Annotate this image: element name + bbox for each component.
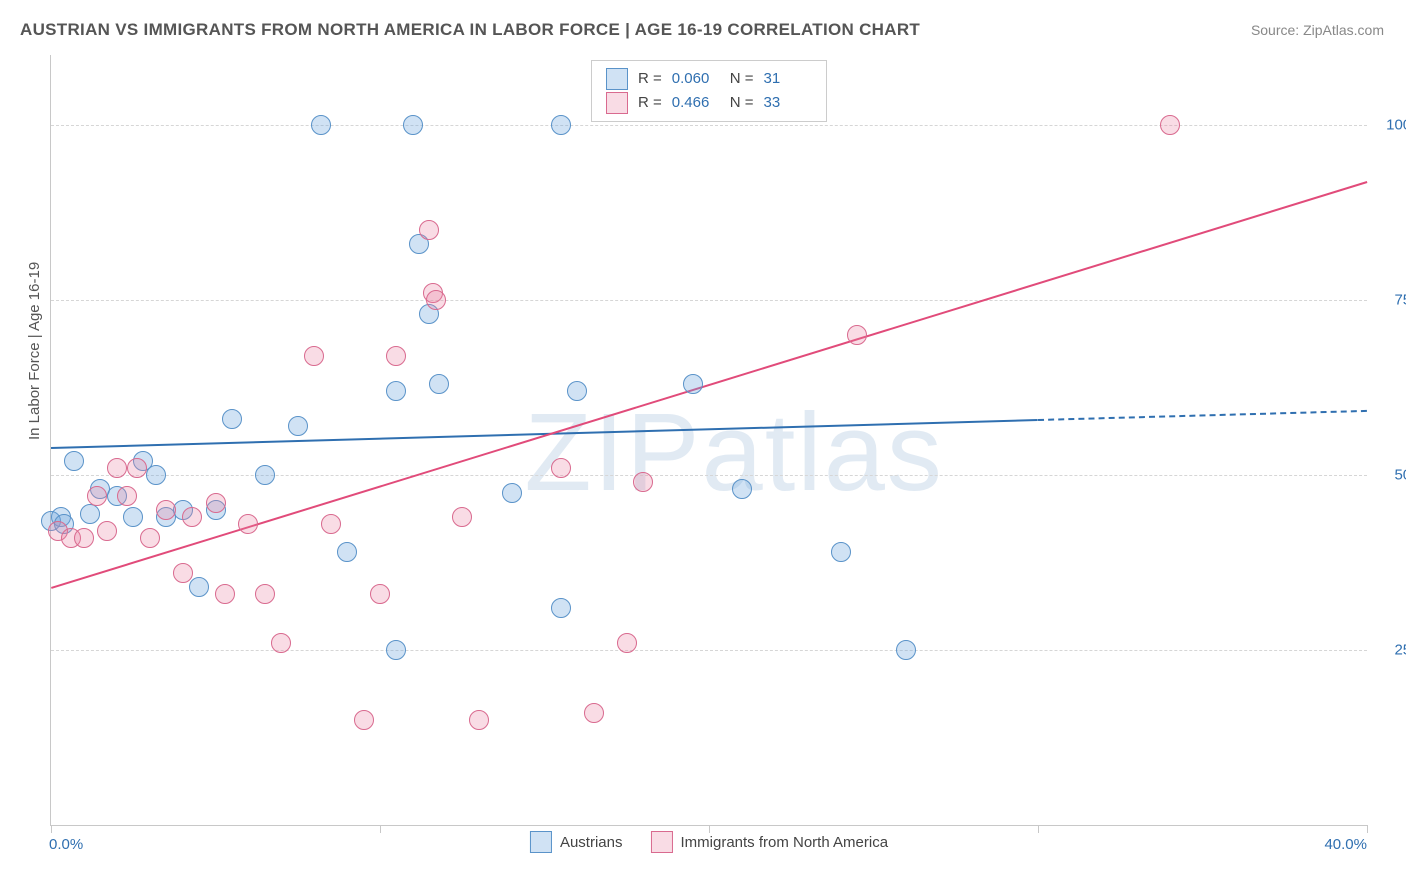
x-tick-label: 40.0% bbox=[1324, 836, 1367, 853]
y-axis-title: In Labor Force | Age 16-19 bbox=[26, 262, 43, 440]
x-tick-label: 0.0% bbox=[49, 836, 83, 853]
data-point-immigrants_na bbox=[551, 458, 571, 478]
data-point-austrians bbox=[896, 640, 916, 660]
data-point-immigrants_na bbox=[304, 346, 324, 366]
legend-swatch bbox=[606, 68, 628, 90]
legend-r-value: 0.466 bbox=[672, 91, 720, 115]
legend-n-value: 31 bbox=[764, 67, 812, 91]
data-point-immigrants_na bbox=[117, 486, 137, 506]
data-point-austrians bbox=[337, 542, 357, 562]
data-point-austrians bbox=[288, 416, 308, 436]
data-point-immigrants_na bbox=[321, 514, 341, 534]
data-point-immigrants_na bbox=[173, 563, 193, 583]
y-tick-label: 100.0% bbox=[1377, 117, 1406, 134]
data-point-austrians bbox=[64, 451, 84, 471]
source-label: Source: ZipAtlas.com bbox=[1251, 22, 1384, 38]
data-point-austrians bbox=[429, 374, 449, 394]
data-point-immigrants_na bbox=[74, 528, 94, 548]
x-tick bbox=[51, 825, 52, 833]
data-point-immigrants_na bbox=[354, 710, 374, 730]
data-point-austrians bbox=[732, 479, 752, 499]
legend-swatch bbox=[606, 92, 628, 114]
data-point-immigrants_na bbox=[584, 703, 604, 723]
trend-line bbox=[1038, 410, 1367, 421]
data-point-austrians bbox=[222, 409, 242, 429]
data-point-austrians bbox=[403, 115, 423, 135]
chart-title: AUSTRIAN VS IMMIGRANTS FROM NORTH AMERIC… bbox=[20, 20, 920, 40]
data-point-immigrants_na bbox=[182, 507, 202, 527]
data-point-austrians bbox=[311, 115, 331, 135]
data-point-austrians bbox=[502, 483, 522, 503]
data-point-austrians bbox=[255, 465, 275, 485]
legend-swatch bbox=[650, 831, 672, 853]
data-point-immigrants_na bbox=[469, 710, 489, 730]
data-point-immigrants_na bbox=[140, 528, 160, 548]
data-point-immigrants_na bbox=[419, 220, 439, 240]
data-point-immigrants_na bbox=[127, 458, 147, 478]
x-tick bbox=[1367, 825, 1368, 833]
watermark: ZIPatlas bbox=[524, 389, 943, 516]
legend-r-value: 0.060 bbox=[672, 67, 720, 91]
data-point-immigrants_na bbox=[215, 584, 235, 604]
x-tick bbox=[709, 825, 710, 833]
data-point-immigrants_na bbox=[617, 633, 637, 653]
x-tick bbox=[1038, 825, 1039, 833]
gridline-h bbox=[51, 300, 1367, 301]
legend-r-label: R = bbox=[638, 91, 662, 115]
data-point-austrians bbox=[831, 542, 851, 562]
x-tick bbox=[380, 825, 381, 833]
data-point-immigrants_na bbox=[452, 507, 472, 527]
legend-series-item: Immigrants from North America bbox=[650, 831, 888, 853]
legend-n-label: N = bbox=[730, 91, 754, 115]
legend-stats-row: R = 0.466 N = 33 bbox=[606, 91, 812, 115]
data-point-immigrants_na bbox=[386, 346, 406, 366]
gridline-h bbox=[51, 475, 1367, 476]
data-point-austrians bbox=[683, 374, 703, 394]
data-point-immigrants_na bbox=[255, 584, 275, 604]
data-point-austrians bbox=[567, 381, 587, 401]
data-point-immigrants_na bbox=[238, 514, 258, 534]
data-point-immigrants_na bbox=[107, 458, 127, 478]
data-point-immigrants_na bbox=[847, 325, 867, 345]
data-point-austrians bbox=[123, 507, 143, 527]
data-point-austrians bbox=[386, 640, 406, 660]
data-point-austrians bbox=[146, 465, 166, 485]
legend-swatch bbox=[530, 831, 552, 853]
legend-n-label: N = bbox=[730, 67, 754, 91]
data-point-immigrants_na bbox=[156, 500, 176, 520]
data-point-austrians bbox=[80, 504, 100, 524]
legend-series-item: Austrians bbox=[530, 831, 623, 853]
legend-series-label: Austrians bbox=[560, 834, 623, 851]
data-point-austrians bbox=[189, 577, 209, 597]
legend-stats-row: R = 0.060 N = 31 bbox=[606, 67, 812, 91]
chart-container: AUSTRIAN VS IMMIGRANTS FROM NORTH AMERIC… bbox=[0, 0, 1406, 892]
data-point-austrians bbox=[386, 381, 406, 401]
data-point-immigrants_na bbox=[370, 584, 390, 604]
data-point-immigrants_na bbox=[426, 290, 446, 310]
data-point-austrians bbox=[551, 115, 571, 135]
y-tick-label: 50.0% bbox=[1377, 467, 1406, 484]
y-tick-label: 75.0% bbox=[1377, 292, 1406, 309]
plot-area: ZIPatlas R =0.060N =31R =0.466N =33 Aust… bbox=[50, 55, 1367, 826]
data-point-immigrants_na bbox=[271, 633, 291, 653]
gridline-h bbox=[51, 650, 1367, 651]
data-point-immigrants_na bbox=[97, 521, 117, 541]
data-point-austrians bbox=[551, 598, 571, 618]
y-tick-label: 25.0% bbox=[1377, 642, 1406, 659]
legend-stats: R = 0.060 N = 31 R = 0.466 N = 33 bbox=[591, 60, 827, 122]
data-point-immigrants_na bbox=[1160, 115, 1180, 135]
legend-r-label: R = bbox=[638, 67, 662, 91]
legend-series-label: Immigrants from North America bbox=[680, 834, 888, 851]
legend-n-value: 33 bbox=[764, 91, 812, 115]
data-point-immigrants_na bbox=[206, 493, 226, 513]
data-point-immigrants_na bbox=[87, 486, 107, 506]
data-point-immigrants_na bbox=[633, 472, 653, 492]
legend-series: Austrians Immigrants from North America bbox=[530, 831, 888, 853]
